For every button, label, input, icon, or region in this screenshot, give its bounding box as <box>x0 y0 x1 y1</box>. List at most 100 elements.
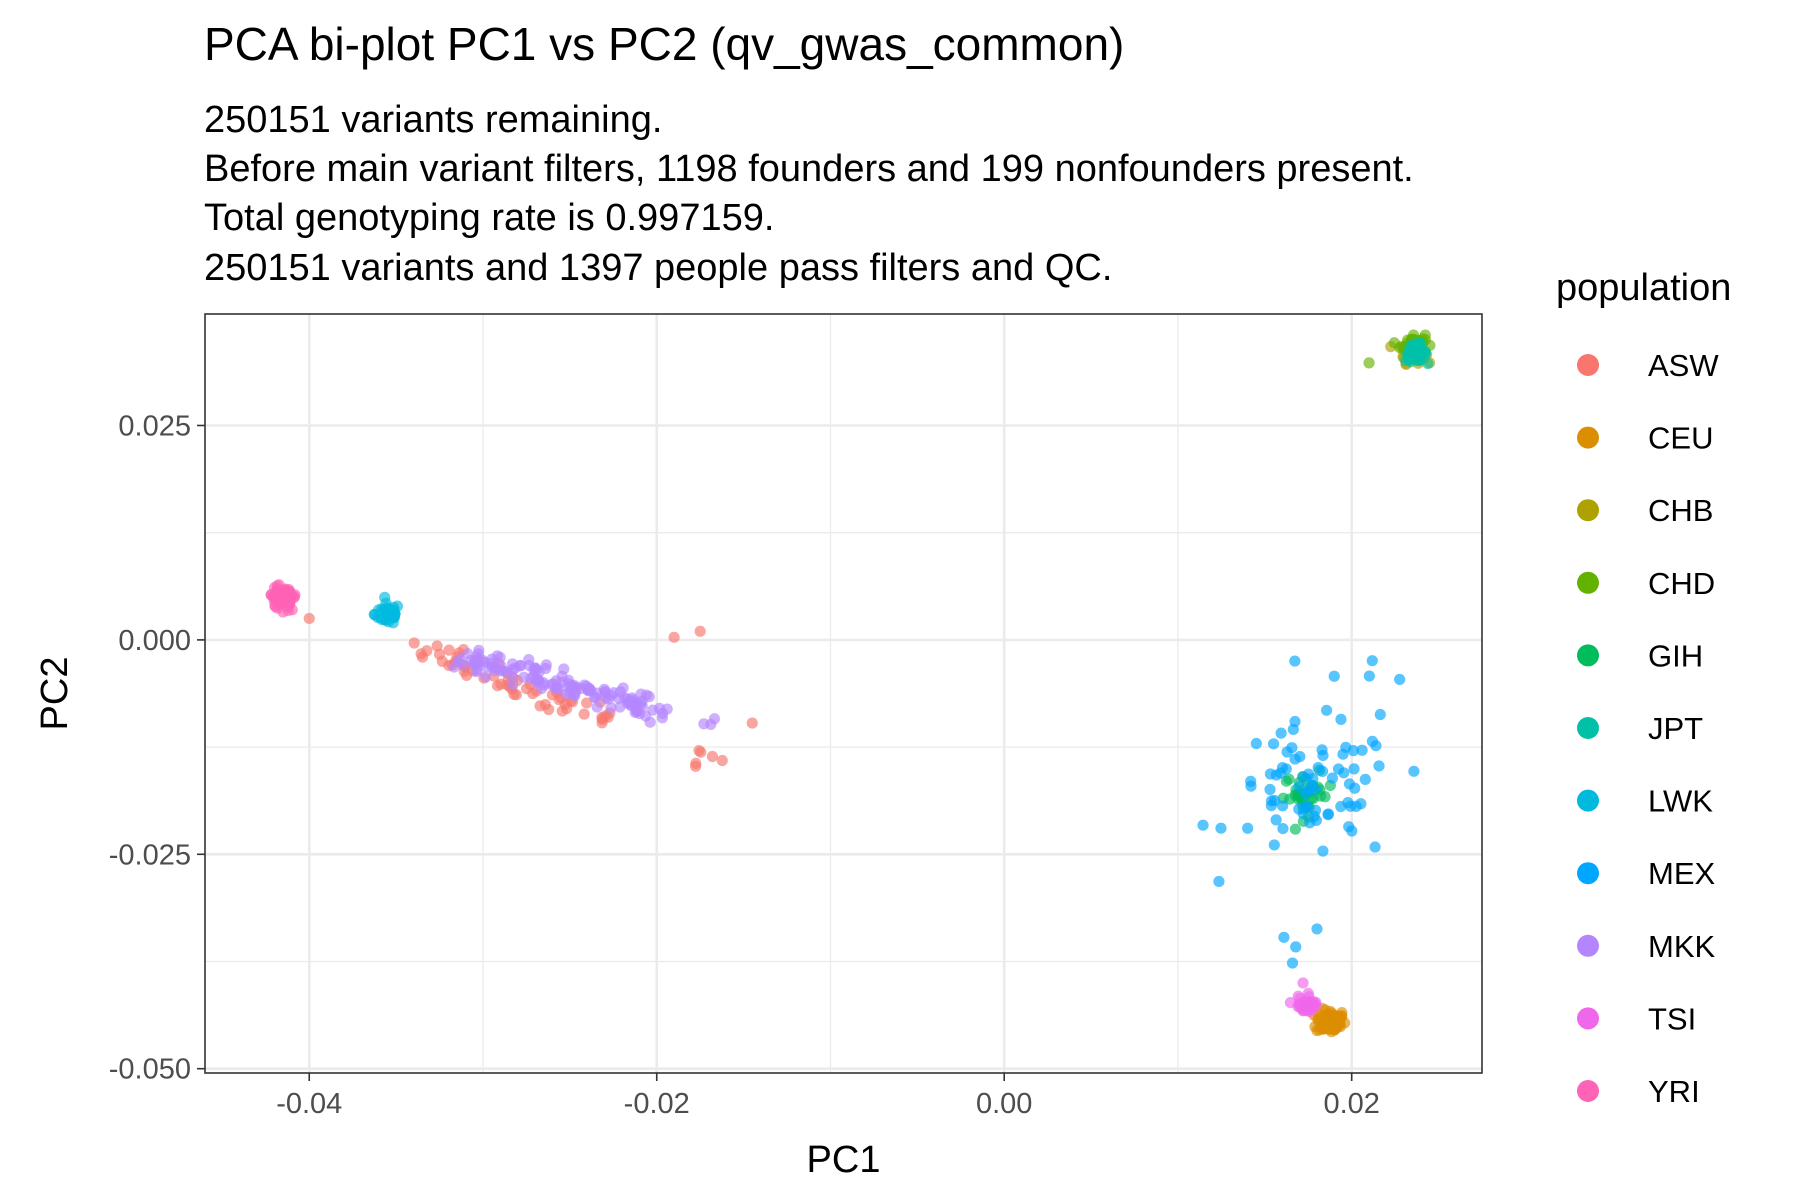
legend-label-asw: ASW <box>1648 348 1719 383</box>
y-tick-label: 0.000 <box>118 625 191 657</box>
data-point <box>1289 715 1301 728</box>
data-point <box>1326 772 1339 784</box>
data-point <box>591 701 603 713</box>
data-point <box>1286 957 1299 969</box>
data-point <box>1321 704 1333 716</box>
data-point <box>1422 357 1434 370</box>
data-point <box>388 611 400 624</box>
data-point <box>1346 825 1358 837</box>
data-point <box>746 717 758 729</box>
data-point <box>634 708 646 720</box>
y-tick-label: -0.025 <box>109 839 191 871</box>
legend-title: population <box>1556 267 1731 309</box>
data-point <box>1317 845 1329 857</box>
data-point <box>1308 810 1320 822</box>
data-point <box>1250 737 1262 750</box>
data-point <box>460 669 473 681</box>
legend-label-jpt: JPT <box>1648 711 1703 746</box>
legend-label-mex: MEX <box>1648 856 1716 891</box>
data-point <box>528 664 540 676</box>
legend-label-chb: CHB <box>1648 493 1713 528</box>
data-point <box>1370 740 1382 752</box>
legend: population ASW CEU CHB CHD GIH JPT LWK MEX MKK TS… <box>1556 267 1731 1109</box>
legend-key-jpt <box>1577 717 1599 739</box>
data-point <box>1215 822 1227 834</box>
legend-label-mkk: MKK <box>1648 929 1716 964</box>
legend-key-tsi <box>1577 1007 1599 1030</box>
x-tick-label: 0.00 <box>976 1088 1032 1120</box>
data-point <box>1267 738 1280 750</box>
data-point <box>698 718 710 730</box>
data-point <box>694 625 706 637</box>
data-point <box>553 683 565 695</box>
data-point <box>1408 765 1420 777</box>
series-mkk <box>448 644 721 731</box>
x-axis-title: PC1 <box>807 1139 881 1181</box>
data-point <box>415 648 427 660</box>
data-point <box>443 644 455 656</box>
data-point <box>1322 809 1334 821</box>
data-point <box>1316 744 1328 756</box>
data-point <box>1292 1000 1304 1013</box>
series-lwk <box>368 591 404 629</box>
data-point <box>520 683 533 695</box>
y-tick-label: 0.025 <box>118 410 191 442</box>
data-point <box>1369 841 1381 853</box>
data-point <box>556 670 568 682</box>
data-point <box>543 703 555 716</box>
series-yri <box>265 579 301 618</box>
data-point <box>605 702 617 714</box>
data-point <box>1366 655 1378 667</box>
data-point <box>1374 708 1386 721</box>
subtitle-line-4: 250151 variants and 1397 people pass fil… <box>204 247 1112 289</box>
legend-label-gih: GIH <box>1648 638 1703 673</box>
data-point <box>640 689 653 701</box>
y-axis-title: PC2 <box>34 657 76 731</box>
data-point <box>1290 941 1302 953</box>
data-point <box>708 713 721 725</box>
chart-title: PCA bi-plot PC1 vs PC2 (qv_gwas_common) <box>204 18 1124 70</box>
data-point <box>1268 794 1281 807</box>
data-point <box>1340 741 1352 753</box>
legend-label-chd: CHD <box>1648 566 1715 601</box>
data-point <box>1281 746 1293 758</box>
data-point <box>1373 760 1385 772</box>
data-point <box>1363 670 1375 682</box>
data-point <box>1294 750 1306 763</box>
data-point <box>1299 787 1311 800</box>
data-point <box>656 712 668 724</box>
data-point <box>1348 763 1360 775</box>
data-point <box>578 708 590 720</box>
data-point <box>1355 798 1367 810</box>
data-point <box>1415 342 1427 354</box>
data-point <box>1328 670 1340 682</box>
data-point <box>1289 655 1301 667</box>
data-point <box>1297 977 1309 989</box>
data-point <box>1328 1015 1340 1027</box>
data-point <box>1332 763 1345 775</box>
data-point <box>1303 1000 1316 1012</box>
data-point <box>1349 782 1361 794</box>
data-point <box>281 591 294 604</box>
data-point <box>661 703 673 715</box>
legend-key-gih <box>1577 644 1599 667</box>
legend-key-ceu <box>1577 426 1599 449</box>
data-point <box>1289 823 1301 835</box>
x-tick-label: -0.02 <box>624 1088 690 1120</box>
data-point <box>1280 775 1293 787</box>
data-point <box>540 662 552 675</box>
legend-key-lwk <box>1577 789 1599 812</box>
data-point <box>1394 673 1406 686</box>
data-point <box>668 631 680 643</box>
data-point <box>569 686 582 698</box>
subtitle-line-1: 250151 variants remaining. <box>204 99 662 141</box>
data-point <box>561 703 573 715</box>
subtitle-line-2: Before main variant filters, 1198 founde… <box>204 148 1414 190</box>
series-ceu <box>1308 1002 1351 1038</box>
data-point <box>480 671 492 683</box>
data-point <box>693 744 705 757</box>
scatter-points <box>265 329 1436 1038</box>
data-point <box>1344 800 1357 812</box>
grid <box>205 314 1482 1073</box>
